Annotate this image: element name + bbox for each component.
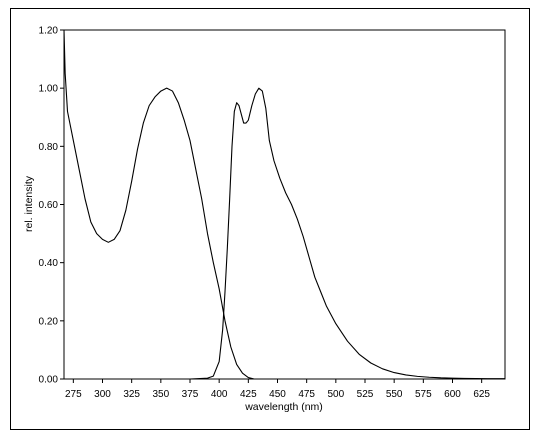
x-tick-label: 425 [240, 389, 257, 400]
y-tick-label: 0.00 [39, 375, 59, 386]
x-tick-label: 325 [123, 389, 140, 400]
x-tick-label: 625 [473, 389, 490, 400]
x-tick-label: 300 [94, 389, 111, 400]
y-tick-label: 0.40 [39, 258, 59, 269]
series-line-2 [189, 87, 505, 380]
x-tick-label: 450 [269, 389, 286, 400]
x-tick-label: 525 [357, 389, 374, 400]
x-tick-label: 275 [65, 389, 82, 400]
x-tick-label: 600 [444, 389, 461, 400]
x-tick-label: 500 [327, 389, 344, 400]
x-tick-label: 400 [211, 389, 228, 400]
chart-frame [10, 8, 530, 430]
x-axis: 275 300 325 350 375 400 425 450 475 500 525 550 575 6… [65, 379, 490, 400]
y-axis: 0.00 0.20 0.40 0.60 0.80 1.00 1.20 [39, 26, 64, 386]
x-tick-label: 350 [152, 389, 169, 400]
y-tick-label: 0.80 [39, 142, 59, 153]
x-tick-label: 550 [386, 389, 403, 400]
x-tick-label: 575 [415, 389, 432, 400]
plot-area [63, 29, 506, 380]
series-line-1 [63, 29, 255, 380]
y-axis-title: rel. intensity [23, 175, 35, 232]
x-tick-label: 475 [298, 389, 315, 400]
series-layer [63, 29, 505, 380]
y-tick-label: 1.00 [39, 84, 59, 95]
y-tick-label: 0.20 [39, 316, 59, 327]
y-tick-label: 0.60 [39, 200, 59, 211]
x-axis-title: wavelength (nm) [244, 401, 323, 413]
y-tick-label: 1.20 [39, 26, 59, 37]
x-tick-label: 375 [182, 389, 199, 400]
